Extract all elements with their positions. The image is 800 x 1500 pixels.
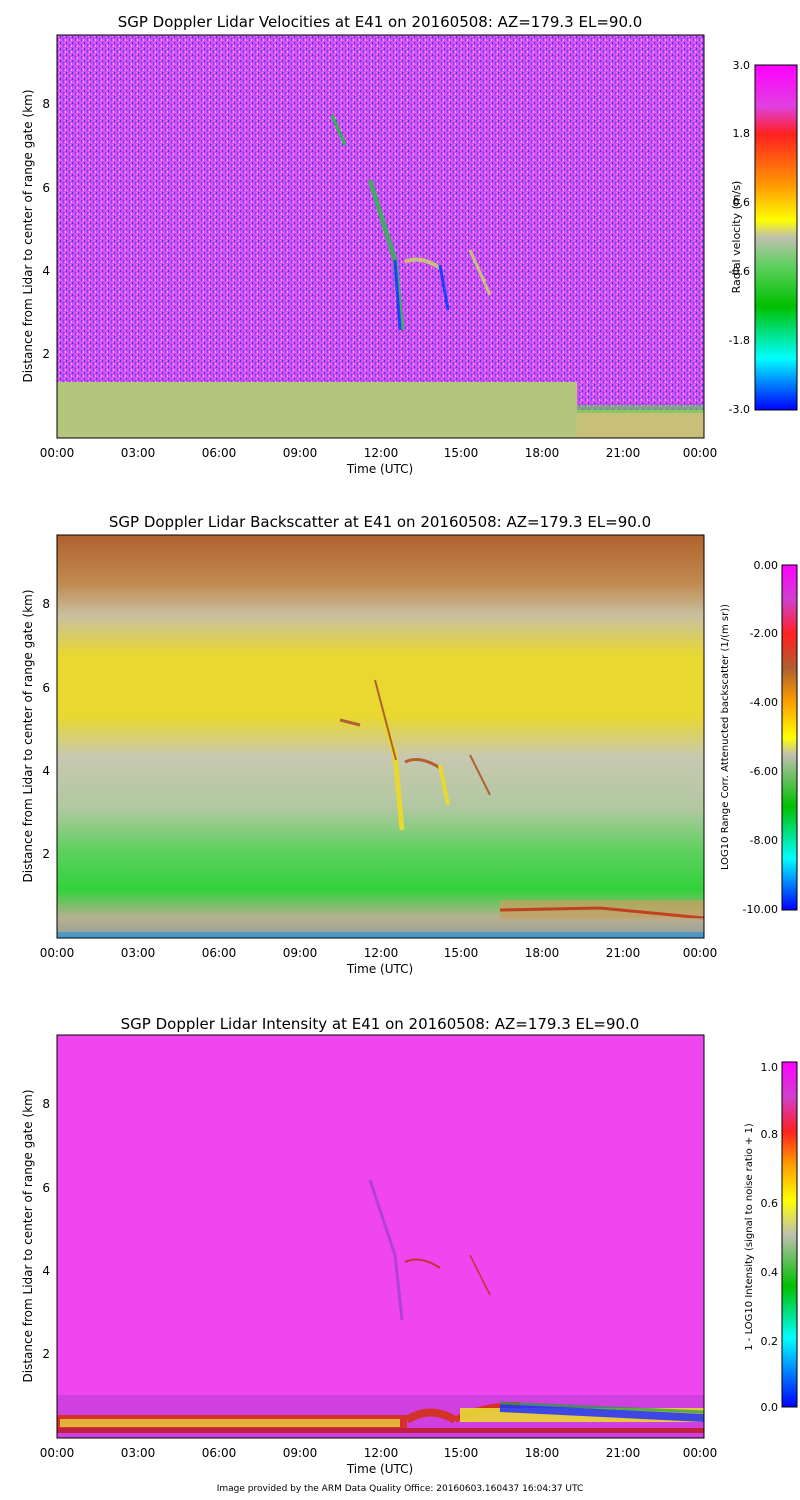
velocity-x-axis: 00:00 03:00 06:00 09:00 12:00 15:00 18:0… bbox=[40, 446, 718, 476]
x-tick-label: 09:00 bbox=[283, 946, 318, 960]
backscatter-title: SGP Doppler Lidar Backscatter at E41 on … bbox=[109, 513, 651, 531]
colorbar-tick-label: -1.8 bbox=[729, 334, 750, 347]
colorbar-tick-label: 0.4 bbox=[761, 1266, 779, 1279]
colorbar-tick-label: -2.00 bbox=[750, 627, 778, 640]
x-tick-label: 00:00 bbox=[40, 946, 75, 960]
x-tick-label: 21:00 bbox=[606, 946, 641, 960]
x-tick-label: 21:00 bbox=[606, 1446, 641, 1460]
x-tick-label: 21:00 bbox=[606, 446, 641, 460]
colorbar-tick-label: -0.6 bbox=[729, 265, 750, 278]
x-tick-label: 09:00 bbox=[283, 446, 318, 460]
backscatter-y-axis: 2 4 6 8 Distance from Lidar to center of… bbox=[21, 589, 50, 882]
colorbar-tick-label: -10.00 bbox=[743, 903, 778, 916]
colorbar-tick-label: 1.0 bbox=[761, 1061, 779, 1074]
x-tick-label: 15:00 bbox=[444, 946, 479, 960]
colorbar-label: LOG10 Range Corr. Attenucted backscatter… bbox=[720, 604, 731, 870]
y-tick-label: 6 bbox=[42, 681, 50, 695]
x-tick-label: 18:00 bbox=[525, 446, 560, 460]
y-tick-label: 2 bbox=[42, 1347, 50, 1361]
velocity-plot-area bbox=[56, 34, 705, 439]
x-tick-label: 00:00 bbox=[40, 1446, 75, 1460]
velocity-title: SGP Doppler Lidar Velocities at E41 on 2… bbox=[118, 13, 643, 31]
intensity-x-axis: 00:00 03:00 06:00 09:00 12:00 15:00 18:0… bbox=[40, 1446, 718, 1476]
colorbar-tick-label: 1.8 bbox=[733, 127, 751, 140]
y-tick-label: 6 bbox=[42, 1181, 50, 1195]
intensity-title: SGP Doppler Lidar Intensity at E41 on 20… bbox=[121, 1015, 640, 1033]
y-tick-label: 2 bbox=[42, 347, 50, 361]
x-tick-label: 03:00 bbox=[121, 1446, 156, 1460]
x-tick-label: 12:00 bbox=[364, 1446, 399, 1460]
x-tick-label: 00:00 bbox=[40, 446, 75, 460]
y-axis-label: Distance from Lidar to center of range g… bbox=[21, 1089, 35, 1382]
colorbar-tick-label: -4.00 bbox=[750, 696, 778, 709]
colorbar-tick-label: 0.00 bbox=[754, 559, 779, 572]
x-tick-label: 00:00 bbox=[683, 1446, 718, 1460]
colorbar-tick-label: 0.6 bbox=[733, 196, 751, 209]
backscatter-x-axis: 00:00 03:00 06:00 09:00 12:00 15:00 18:0… bbox=[40, 946, 718, 976]
y-axis-label: Distance from Lidar to center of range g… bbox=[21, 89, 35, 382]
x-axis-label: Time (UTC) bbox=[346, 1462, 413, 1476]
y-tick-label: 6 bbox=[42, 181, 50, 195]
y-tick-label: 4 bbox=[42, 264, 50, 278]
footer-credit: Image provided by the ARM Data Quality O… bbox=[216, 1484, 584, 1494]
colorbar-tick-label: -3.0 bbox=[729, 403, 750, 416]
x-tick-label: 03:00 bbox=[121, 946, 156, 960]
x-tick-label: 06:00 bbox=[202, 446, 237, 460]
velocity-chart: SGP Doppler Lidar Velocities at E41 on 2… bbox=[21, 13, 798, 476]
x-tick-label: 12:00 bbox=[364, 946, 399, 960]
y-tick-label: 8 bbox=[42, 1097, 50, 1111]
y-tick-label: 2 bbox=[42, 847, 50, 861]
y-tick-label: 4 bbox=[42, 1264, 50, 1278]
x-tick-label: 09:00 bbox=[283, 1446, 318, 1460]
colorbar-tick-label: -6.00 bbox=[750, 765, 778, 778]
y-tick-label: 4 bbox=[42, 764, 50, 778]
velocity-panel: SGP Doppler Lidar Velocities at E41 on 2… bbox=[0, 0, 800, 500]
intensity-colorbar: 1.0 0.8 0.6 0.4 0.2 0.0 1 - LOG10 Intens… bbox=[744, 1061, 798, 1414]
x-axis-label: Time (UTC) bbox=[346, 962, 413, 976]
colorbar-tick-label: 0.8 bbox=[761, 1128, 779, 1141]
colorbar-tick-label: 0.6 bbox=[761, 1197, 779, 1210]
backscatter-panel: SGP Doppler Lidar Backscatter at E41 on … bbox=[0, 500, 800, 1000]
y-tick-label: 8 bbox=[42, 597, 50, 611]
x-tick-label: 03:00 bbox=[121, 446, 156, 460]
backscatter-colorbar: 0.00 -2.00 -4.00 -6.00 -8.00 -10.00 LOG1… bbox=[720, 559, 798, 916]
colorbar-tick-label: -8.00 bbox=[750, 834, 778, 847]
intensity-plot-area bbox=[56, 1034, 705, 1439]
x-axis-label: Time (UTC) bbox=[346, 462, 413, 476]
x-tick-label: 18:00 bbox=[525, 1446, 560, 1460]
x-tick-label: 12:00 bbox=[364, 446, 399, 460]
colorbar-tick-label: 0.2 bbox=[761, 1335, 779, 1348]
intensity-chart: SGP Doppler Lidar Intensity at E41 on 20… bbox=[21, 1015, 798, 1476]
colorbar-tick-label: 3.0 bbox=[733, 59, 751, 72]
y-tick-label: 8 bbox=[42, 97, 50, 111]
intensity-panel: SGP Doppler Lidar Intensity at E41 on 20… bbox=[0, 1000, 800, 1500]
x-tick-label: 00:00 bbox=[683, 946, 718, 960]
x-tick-label: 15:00 bbox=[444, 1446, 479, 1460]
x-tick-label: 00:00 bbox=[683, 446, 718, 460]
colorbar-tick-label: 0.0 bbox=[761, 1401, 779, 1414]
x-tick-label: 15:00 bbox=[444, 446, 479, 460]
x-tick-label: 06:00 bbox=[202, 1446, 237, 1460]
colorbar-label: Radial velocity (m/s) bbox=[730, 181, 743, 294]
backscatter-chart: SGP Doppler Lidar Backscatter at E41 on … bbox=[21, 513, 798, 976]
velocity-colorbar: 3.0 1.8 0.6 -0.6 -1.8 -3.0 Radial veloci… bbox=[729, 59, 798, 416]
backscatter-plot-area bbox=[56, 534, 705, 939]
y-axis-label: Distance from Lidar to center of range g… bbox=[21, 589, 35, 882]
x-tick-label: 06:00 bbox=[202, 946, 237, 960]
intensity-y-axis: 2 4 6 8 Distance from Lidar to center of… bbox=[21, 1089, 50, 1382]
colorbar-label: 1 - LOG10 Intensity (signal to noise rat… bbox=[744, 1123, 755, 1351]
x-tick-label: 18:00 bbox=[525, 946, 560, 960]
velocity-y-axis: 2 4 6 8 Distance from Lidar to center of… bbox=[21, 89, 50, 382]
